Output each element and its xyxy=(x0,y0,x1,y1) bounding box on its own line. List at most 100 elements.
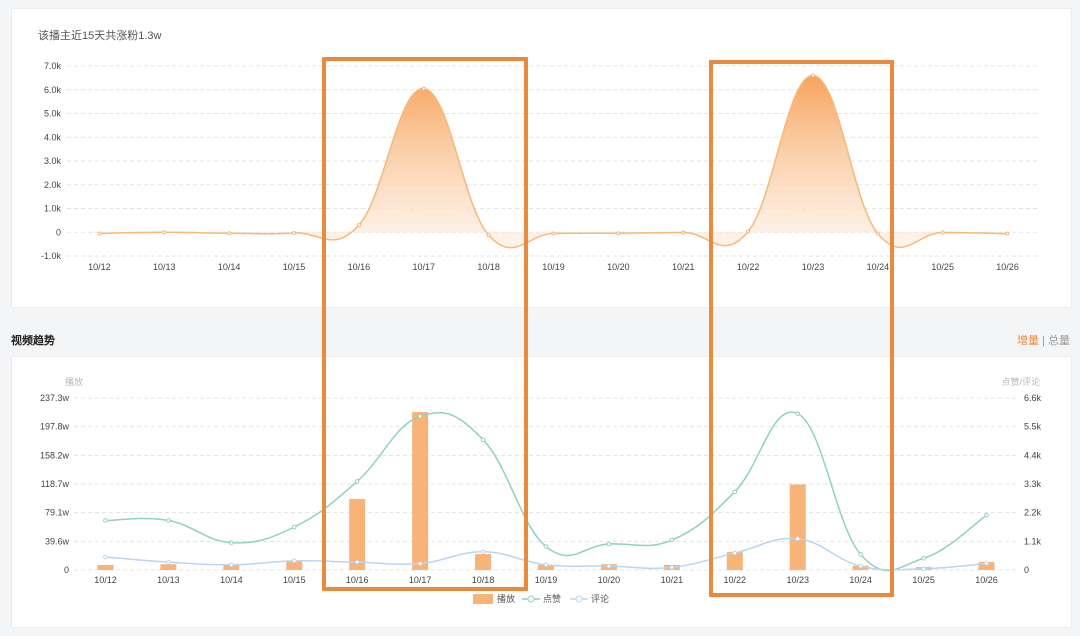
play-bar xyxy=(978,562,995,570)
fans-x-tick-label: 10/15 xyxy=(283,262,306,272)
trend-x-tick-label: 10/20 xyxy=(598,575,621,585)
play-bar xyxy=(412,411,429,570)
legend-like-marker xyxy=(527,595,535,603)
comment-data-point xyxy=(732,550,738,556)
fans-area-fill xyxy=(99,75,1008,248)
like-data-point xyxy=(291,524,297,530)
section-title: 视频趋势 xyxy=(11,335,55,347)
left-y-tick-label: 39.6w xyxy=(45,536,70,546)
fans-chart: 7.0k 6.0k 5.0k 4.0k 3.0k 2.0k 1.0k 0 -1.0k 10/12 1… xyxy=(41,61,1040,272)
legend-like-label: 点赞 xyxy=(543,593,561,604)
left-y-tick-label: 237.3w xyxy=(40,393,70,403)
right-y-tick-label: 1.1k xyxy=(1024,536,1042,546)
fans-y-tick-label: 1.0k xyxy=(44,204,62,214)
like-data-point xyxy=(669,537,675,543)
play-bar xyxy=(223,564,240,570)
comment-data-point xyxy=(229,562,234,568)
comment-data-point xyxy=(543,562,549,568)
like-data-point xyxy=(921,555,926,561)
fans-x-tick-label: 10/19 xyxy=(542,262,565,272)
trend-x-tick-label: 10/16 xyxy=(346,575,369,585)
legend-comment-marker xyxy=(575,595,583,603)
fans-x-tick-label: 10/26 xyxy=(996,262,1019,272)
trend-x-tick-label: 10/12 xyxy=(94,575,117,585)
legend-play-label: 播放 xyxy=(497,593,515,604)
comment-data-point xyxy=(480,549,486,555)
legend-play-swatch xyxy=(473,594,493,604)
play-bar xyxy=(789,484,806,570)
fans-x-tick-label: 10/25 xyxy=(931,262,954,272)
right-axis-label: 点赞/评论 xyxy=(1001,376,1040,387)
like-data-point xyxy=(606,541,612,547)
fans-x-tick-label: 10/24 xyxy=(867,262,890,272)
fans-data-point xyxy=(356,223,361,228)
fans-data-point xyxy=(97,231,102,236)
trend-x-tick-label: 10/18 xyxy=(472,575,495,585)
left-y-tick-label: 197.8w xyxy=(40,422,70,432)
trend-x-tick-label: 10/26 xyxy=(975,575,998,585)
comment-data-point xyxy=(921,566,926,571)
fans-x-tick-label: 10/17 xyxy=(413,262,436,272)
play-bar xyxy=(475,554,492,570)
trend-x-tick-label: 10/25 xyxy=(912,575,935,585)
right-y-tick-label: 3.3k xyxy=(1024,479,1042,489)
fans-x-tick-label: 10/20 xyxy=(607,262,630,272)
like-data-point xyxy=(984,512,989,518)
trend-x-tick-label: 10/24 xyxy=(849,575,872,585)
legend-comment-label: 评论 xyxy=(591,593,609,604)
toggle-increment[interactable]: 增量 xyxy=(1017,335,1040,347)
fans-x-tick-label: 10/13 xyxy=(153,262,176,272)
trend-x-tick-label: 10/14 xyxy=(220,575,243,585)
fans-x-tick-label: 10/18 xyxy=(477,262,500,272)
fans-y-tick-label: 5.0k xyxy=(44,109,62,119)
trend-x-tick-label: 10/22 xyxy=(724,575,747,585)
comment-data-point xyxy=(417,561,423,566)
fans-x-tick-label: 10/22 xyxy=(737,262,760,272)
fans-data-point xyxy=(875,231,880,236)
trend-x-tick-label: 10/17 xyxy=(409,575,432,585)
fans-chart-title: 该播主近15天共涨粉1.3w xyxy=(38,30,162,42)
right-y-tick-label: 2.2k xyxy=(1024,508,1042,518)
right-y-tick-label: 4.4k xyxy=(1024,450,1042,460)
like-data-point xyxy=(858,552,863,557)
play-bar xyxy=(97,564,114,570)
like-data-point xyxy=(103,518,108,523)
play-bar xyxy=(349,498,366,570)
fans-data-point xyxy=(810,73,815,78)
left-axis-label: 播放 xyxy=(65,376,83,387)
trend-x-tick-label: 10/13 xyxy=(157,575,180,585)
fans-data-point xyxy=(746,229,751,234)
fans-data-point xyxy=(162,230,167,235)
like-data-point xyxy=(795,411,801,416)
trend-legend: 播放 点赞 评论 xyxy=(473,593,609,604)
comment-data-point xyxy=(354,559,360,565)
comment-data-point xyxy=(984,561,989,566)
right-y-tick-label: 5.5k xyxy=(1024,422,1042,432)
fans-chart-panel xyxy=(11,8,1072,308)
like-data-point xyxy=(354,479,360,484)
trend-x-tick-label: 10/15 xyxy=(283,575,306,585)
fans-data-point xyxy=(940,230,945,235)
trend-x-tick-label: 10/23 xyxy=(786,575,809,585)
fans-y-tick-label: 4.0k xyxy=(44,132,62,142)
highlight-overlay xyxy=(322,57,894,597)
fans-data-point xyxy=(616,231,621,236)
comment-data-point xyxy=(795,536,801,542)
fans-y-tick-label: -1.0k xyxy=(41,251,62,261)
fans-x-tick-label: 10/14 xyxy=(218,262,241,272)
toggle-total[interactable]: 总量 xyxy=(1048,335,1070,347)
fans-data-point xyxy=(551,231,556,236)
fans-x-tick-label: 10/16 xyxy=(348,262,371,272)
fans-data-point xyxy=(292,230,297,235)
fans-data-point xyxy=(486,233,491,238)
fans-y-tick-label: 6.0k xyxy=(44,85,62,95)
like-data-point xyxy=(166,518,171,523)
play-bar xyxy=(286,561,303,570)
left-y-tick-label: 158.2w xyxy=(40,450,70,460)
fans-y-tick-label: 0 xyxy=(56,227,61,237)
fans-data-point xyxy=(421,86,426,91)
fans-data-point xyxy=(1005,231,1010,236)
play-bar xyxy=(726,551,743,570)
fans-y-tick-label: 7.0k xyxy=(44,61,62,71)
